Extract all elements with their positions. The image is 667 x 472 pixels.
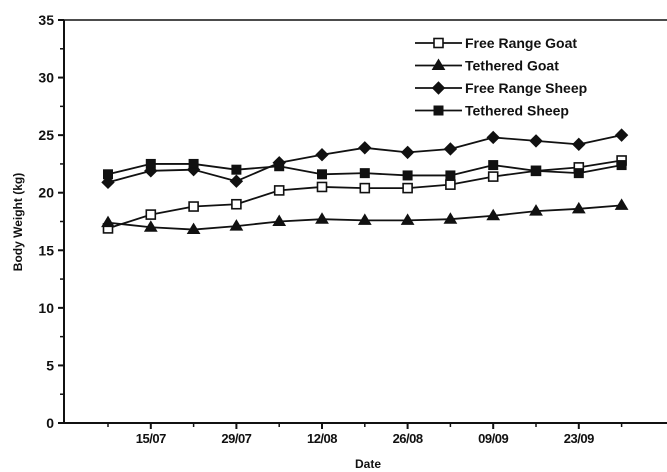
- data-point: [443, 212, 458, 224]
- data-point: [488, 160, 499, 171]
- legend-label: Tethered Goat: [465, 58, 559, 74]
- data-point: [571, 201, 586, 214]
- data-point: [614, 198, 629, 210]
- data-point: [445, 179, 456, 190]
- data-point: [188, 201, 199, 212]
- data-point: [572, 137, 586, 152]
- y-tick-label: 15: [38, 242, 54, 258]
- legend-label: Tethered Sheep: [465, 103, 569, 119]
- y-tick-label: 30: [38, 70, 54, 86]
- data-point: [400, 145, 415, 160]
- y-tick-label: 10: [38, 300, 54, 316]
- data-point: [359, 182, 371, 194]
- x-tick-label: 29/07: [221, 431, 251, 446]
- data-point: [316, 181, 328, 193]
- data-point: [486, 208, 501, 221]
- x-ticks: 15/07 29/07 12/08 26/08 09/09 23/09: [107, 423, 623, 446]
- x-tick-label: 26/08: [393, 431, 423, 446]
- y-ticks: 0 5 10 15 20 25 30 35: [38, 12, 64, 431]
- data-point: [529, 134, 543, 148]
- data-point: [402, 170, 413, 181]
- data-point: [101, 175, 115, 190]
- y-tick-label: 0: [46, 415, 54, 431]
- data-point: [101, 215, 115, 228]
- series-1: [101, 198, 629, 235]
- data-point: [274, 161, 285, 172]
- data-point: [359, 168, 370, 179]
- data-point: [614, 128, 629, 142]
- data-point: [531, 165, 541, 176]
- series-2: [101, 128, 629, 190]
- data-point: [315, 148, 329, 162]
- data-point: [529, 204, 543, 216]
- data-point: [445, 170, 456, 181]
- legend-item: Free Range Goat: [415, 35, 577, 51]
- legend-item: Free Range Sheep: [415, 80, 587, 96]
- data-point: [145, 158, 156, 169]
- data-point: [573, 168, 584, 179]
- data-point: [443, 142, 458, 156]
- legend-item: Tethered Sheep: [415, 103, 569, 119]
- y-axis-title: Body Weight (kg): [11, 173, 25, 271]
- data-point: [315, 212, 329, 224]
- data-point: [317, 169, 327, 180]
- legend-label: Free Range Goat: [465, 35, 577, 51]
- data-point: [186, 222, 201, 235]
- data-point: [486, 130, 500, 145]
- x-tick-label: 09/09: [478, 431, 508, 446]
- data-point: [616, 160, 627, 171]
- x-axis-title: Date: [355, 457, 381, 471]
- data-point: [188, 158, 199, 169]
- legend-item: Tethered Goat: [415, 58, 559, 74]
- legend-swatch-marker: [431, 81, 446, 95]
- legend-label: Free Range Sheep: [465, 80, 587, 96]
- x-tick-label: 15/07: [136, 431, 166, 446]
- legend-swatch-marker: [433, 37, 444, 49]
- x-tick-label: 23/09: [564, 431, 594, 446]
- legend-swatch-marker: [431, 58, 446, 70]
- data-point: [143, 220, 158, 232]
- data-point: [357, 213, 372, 225]
- data-point: [273, 185, 285, 196]
- y-tick-label: 5: [46, 357, 54, 373]
- legend: Free Range Goat Tethered Goat Free Range S…: [415, 35, 587, 119]
- data-point: [231, 198, 242, 210]
- data-point: [231, 164, 242, 175]
- data-point: [229, 174, 244, 188]
- data-point: [103, 169, 113, 180]
- data-point: [400, 213, 415, 225]
- series-layer: [101, 128, 629, 235]
- y-tick-label: 35: [38, 12, 54, 28]
- legend-swatch-marker: [433, 105, 444, 116]
- data-point: [145, 209, 157, 220]
- data-point: [229, 219, 244, 231]
- y-tick-label: 25: [38, 127, 54, 143]
- y-tick-label: 20: [38, 185, 54, 201]
- data-point: [487, 171, 499, 182]
- series-3: [103, 158, 627, 181]
- x-tick-label: 12/08: [307, 431, 337, 446]
- data-point: [402, 182, 413, 194]
- data-point: [358, 141, 372, 155]
- data-point: [272, 214, 287, 226]
